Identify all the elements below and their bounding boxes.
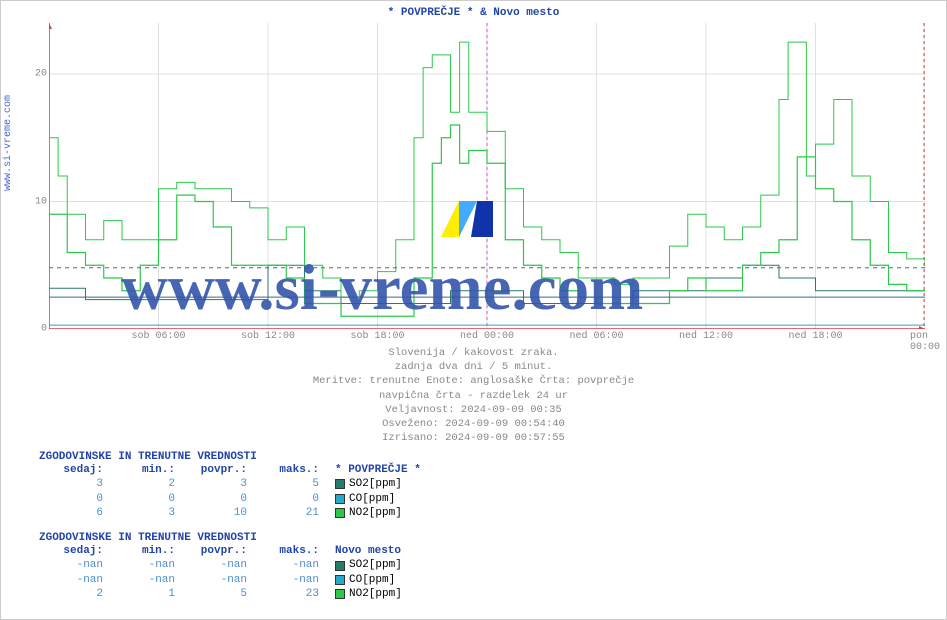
table-row-label: CO[ppm]: [327, 492, 447, 506]
table-1: ZGODOVINSKE IN TRENUTNE VREDNOSTIsedaj:m…: [39, 451, 447, 520]
y-axis-labels: 01020: [29, 23, 47, 329]
footer-line: Slovenija / kakovost zraka.: [1, 346, 946, 360]
table-cell: -nan: [183, 573, 255, 587]
table-cell: 0: [39, 492, 111, 506]
color-swatch: [335, 561, 345, 571]
table-cell: -nan: [39, 558, 111, 572]
footer-line: zadnja dva dni / 5 minut.: [1, 360, 946, 374]
table-cell: 5: [183, 587, 255, 601]
table-cell: 0: [111, 492, 183, 506]
table-title: ZGODOVINSKE IN TRENUTNE VREDNOSTI: [39, 451, 447, 463]
chart-footer: Slovenija / kakovost zraka.zadnja dva dn…: [1, 346, 946, 445]
table-cell: 2: [39, 587, 111, 601]
table-row-label: CO[ppm]: [327, 573, 447, 587]
table-row-label: NO2[ppm]: [327, 587, 447, 601]
table-row-label: NO2[ppm]: [327, 506, 447, 520]
table-cell: -nan: [39, 573, 111, 587]
color-swatch: [335, 479, 345, 489]
table-cell: 6: [39, 506, 111, 520]
footer-line: Osveženo: 2024-09-09 00:54:40: [1, 417, 946, 431]
chart-title: * POVPREČJE * & Novo mesto: [1, 7, 946, 19]
table-header-cell: povpr.:: [183, 463, 255, 477]
table-row-label: SO2[ppm]: [327, 477, 447, 491]
table-header-cell: sedaj:: [39, 463, 111, 477]
table-group-label: Novo mesto: [327, 544, 447, 558]
table-header-cell: sedaj:: [39, 544, 111, 558]
color-swatch: [335, 575, 345, 585]
table-cell: -nan: [111, 558, 183, 572]
color-swatch: [335, 508, 345, 518]
table-header-cell: min.:: [111, 463, 183, 477]
table-cell: -nan: [255, 558, 327, 572]
table-header-cell: min.:: [111, 544, 183, 558]
table-cell: 21: [255, 506, 327, 520]
table-header-cell: povpr.:: [183, 544, 255, 558]
footer-line: Meritve: trenutne Enote: anglosaške Črta…: [1, 374, 946, 388]
table-cell: -nan: [183, 558, 255, 572]
table-cell: 3: [183, 477, 255, 491]
footer-line: Izrisano: 2024-09-09 00:57:55: [1, 431, 946, 445]
y-outer-label: www.si-vreme.com: [3, 95, 14, 191]
table-row-label: SO2[ppm]: [327, 558, 447, 572]
table-cell: 10: [183, 506, 255, 520]
table-title: ZGODOVINSKE IN TRENUTNE VREDNOSTI: [39, 532, 447, 544]
color-swatch: [335, 589, 345, 599]
table-cell: 5: [255, 477, 327, 491]
table-cell: 1: [111, 587, 183, 601]
table-2: ZGODOVINSKE IN TRENUTNE VREDNOSTIsedaj:m…: [39, 532, 447, 601]
chart-area: [49, 23, 925, 329]
table-cell: 23: [255, 587, 327, 601]
table-cell: 3: [111, 506, 183, 520]
data-tables: ZGODOVINSKE IN TRENUTNE VREDNOSTIsedaj:m…: [39, 451, 447, 613]
table-group-label: * POVPREČJE *: [327, 463, 447, 477]
color-swatch: [335, 494, 345, 504]
footer-line: navpična črta - razdelek 24 ur: [1, 389, 946, 403]
table-cell: 0: [183, 492, 255, 506]
table-cell: -nan: [111, 573, 183, 587]
table-cell: 0: [255, 492, 327, 506]
table-cell: 2: [111, 477, 183, 491]
table-header-cell: maks.:: [255, 463, 327, 477]
table-cell: 3: [39, 477, 111, 491]
table-cell: -nan: [255, 573, 327, 587]
table-header-cell: maks.:: [255, 544, 327, 558]
footer-line: Veljavnost: 2024-09-09 00:35: [1, 403, 946, 417]
